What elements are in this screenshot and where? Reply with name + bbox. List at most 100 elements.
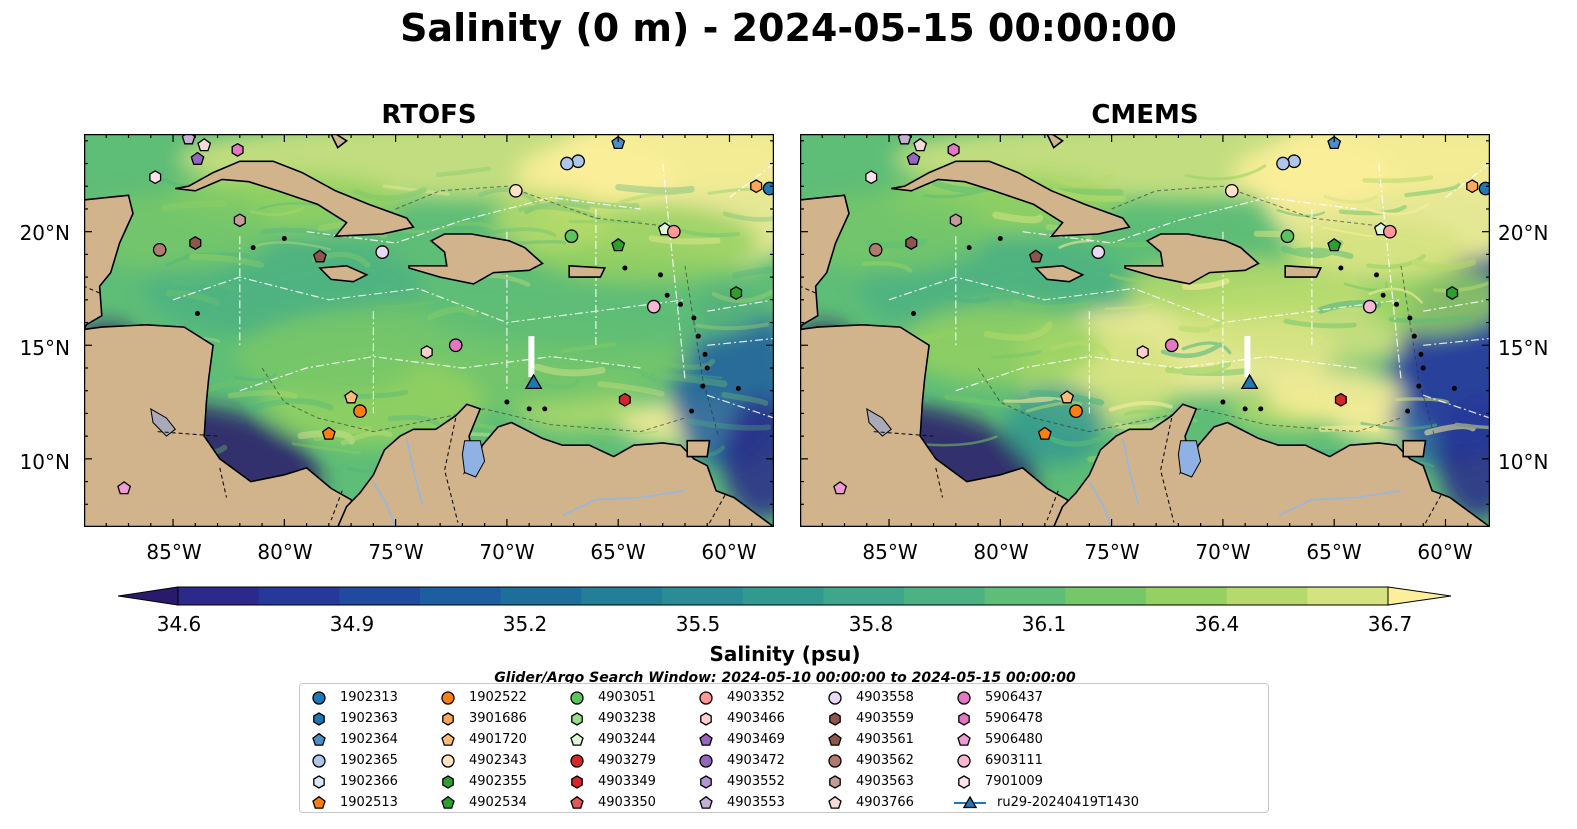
float-marker[interactable] [1287, 154, 1301, 169]
legend-hexagon[interactable] [313, 774, 325, 789]
legend-hexagon[interactable] [829, 711, 841, 726]
float-marker[interactable] [618, 392, 631, 407]
float-marker[interactable] [1280, 229, 1295, 244]
legend-pentagon[interactable] [312, 795, 326, 809]
float-marker[interactable] [947, 142, 960, 157]
legend-label: 1902365 [340, 753, 398, 768]
float-marker[interactable] [611, 237, 626, 252]
float-marker[interactable] [666, 224, 681, 239]
float-marker[interactable] [233, 213, 246, 228]
float-marker[interactable] [1327, 135, 1342, 150]
float-marker[interactable] [611, 135, 626, 150]
legend-circle[interactable] [312, 690, 326, 705]
legend-circle[interactable] [699, 690, 713, 705]
float-marker[interactable] [1224, 183, 1239, 198]
float-marker[interactable] [1276, 156, 1290, 171]
float-marker[interactable] [231, 142, 244, 157]
float-marker[interactable] [1164, 338, 1179, 353]
float-marker[interactable] [1060, 390, 1075, 404]
float-marker[interactable] [152, 243, 167, 257]
float-marker[interactable] [149, 170, 162, 185]
float-marker[interactable] [508, 183, 523, 198]
legend-circle[interactable] [957, 690, 971, 705]
legend-circle[interactable] [828, 753, 842, 768]
float-marker[interactable] [868, 243, 883, 257]
map-panel-cmems[interactable] [800, 134, 1490, 527]
float-marker[interactable] [897, 134, 912, 145]
legend-pentagon[interactable] [957, 732, 971, 746]
legend-hexagon[interactable] [571, 711, 583, 726]
float-marker[interactable] [564, 229, 579, 244]
legend-hexagon[interactable] [958, 711, 970, 726]
legend-hexagon[interactable] [700, 711, 712, 726]
float-marker[interactable] [865, 170, 878, 185]
legend-entry: 4903562 [824, 750, 914, 771]
legend-circle[interactable] [441, 690, 455, 705]
float-marker[interactable] [448, 338, 463, 353]
float-marker[interactable] [344, 390, 359, 404]
legend-circle[interactable] [570, 690, 584, 705]
float-marker[interactable] [949, 213, 962, 228]
float-marker[interactable] [571, 154, 585, 169]
legend-pentagon[interactable] [312, 732, 326, 746]
float-marker[interactable] [1136, 345, 1149, 360]
legend-pentagon[interactable] [699, 795, 713, 809]
float-marker[interactable] [1028, 249, 1043, 263]
float-marker[interactable] [189, 236, 202, 250]
float-marker[interactable] [1069, 404, 1083, 418]
colorbar-tick: 35.8 [848, 612, 894, 636]
legend-circle[interactable] [957, 753, 971, 768]
legend-circle[interactable] [441, 753, 455, 768]
float-marker[interactable] [1091, 245, 1106, 259]
float-marker[interactable] [321, 426, 336, 440]
legend-hexagon[interactable] [442, 711, 454, 726]
float-marker[interactable] [762, 181, 774, 196]
legend-hexagon[interactable] [442, 774, 454, 789]
legend-pentagon[interactable] [570, 795, 584, 809]
glider-marker[interactable] [1240, 373, 1259, 390]
legend-entry: 4903561 [824, 729, 914, 750]
legend-circle[interactable] [312, 753, 326, 768]
float-marker[interactable] [1478, 181, 1490, 196]
legend-hexagon[interactable] [829, 774, 841, 789]
float-marker[interactable] [117, 481, 132, 495]
float-marker[interactable] [1334, 392, 1347, 407]
float-marker[interactable] [375, 245, 390, 259]
float-marker[interactable] [190, 151, 205, 165]
float-marker[interactable] [833, 481, 848, 495]
legend-pentagon[interactable] [828, 795, 842, 809]
float-marker[interactable] [905, 236, 918, 250]
legend-circle[interactable] [570, 753, 584, 768]
map-panel-rtofs[interactable] [84, 134, 774, 527]
legend-pentagon[interactable] [441, 795, 455, 809]
legend-pentagon[interactable] [828, 732, 842, 746]
legend-hexagon[interactable] [313, 711, 325, 726]
float-marker[interactable] [1327, 237, 1342, 252]
float-marker[interactable] [1362, 299, 1377, 314]
float-marker[interactable] [750, 179, 763, 194]
float-marker[interactable] [1466, 179, 1479, 194]
float-marker[interactable] [560, 156, 574, 171]
legend-pentagon[interactable] [570, 732, 584, 746]
float-marker[interactable] [197, 137, 212, 152]
float-marker[interactable] [353, 404, 367, 418]
float-marker[interactable] [906, 151, 921, 165]
legend-pentagon[interactable] [699, 732, 713, 746]
float-marker[interactable] [1446, 286, 1459, 300]
float-marker[interactable] [181, 134, 196, 145]
legend-hexagon[interactable] [700, 774, 712, 789]
legend-hexagon[interactable] [958, 774, 970, 789]
legend-pentagon[interactable] [441, 732, 455, 746]
float-marker[interactable] [1037, 426, 1052, 440]
legend-triangle[interactable] [962, 795, 978, 808]
float-marker[interactable] [646, 299, 661, 314]
legend-circle[interactable] [699, 753, 713, 768]
float-marker[interactable] [312, 249, 327, 263]
float-marker[interactable] [420, 345, 433, 360]
legend-hexagon[interactable] [571, 774, 583, 789]
float-marker[interactable] [1382, 224, 1397, 239]
float-marker[interactable] [730, 286, 743, 300]
float-marker[interactable] [913, 137, 928, 152]
legend-circle[interactable] [828, 690, 842, 705]
glider-marker[interactable] [524, 373, 543, 390]
